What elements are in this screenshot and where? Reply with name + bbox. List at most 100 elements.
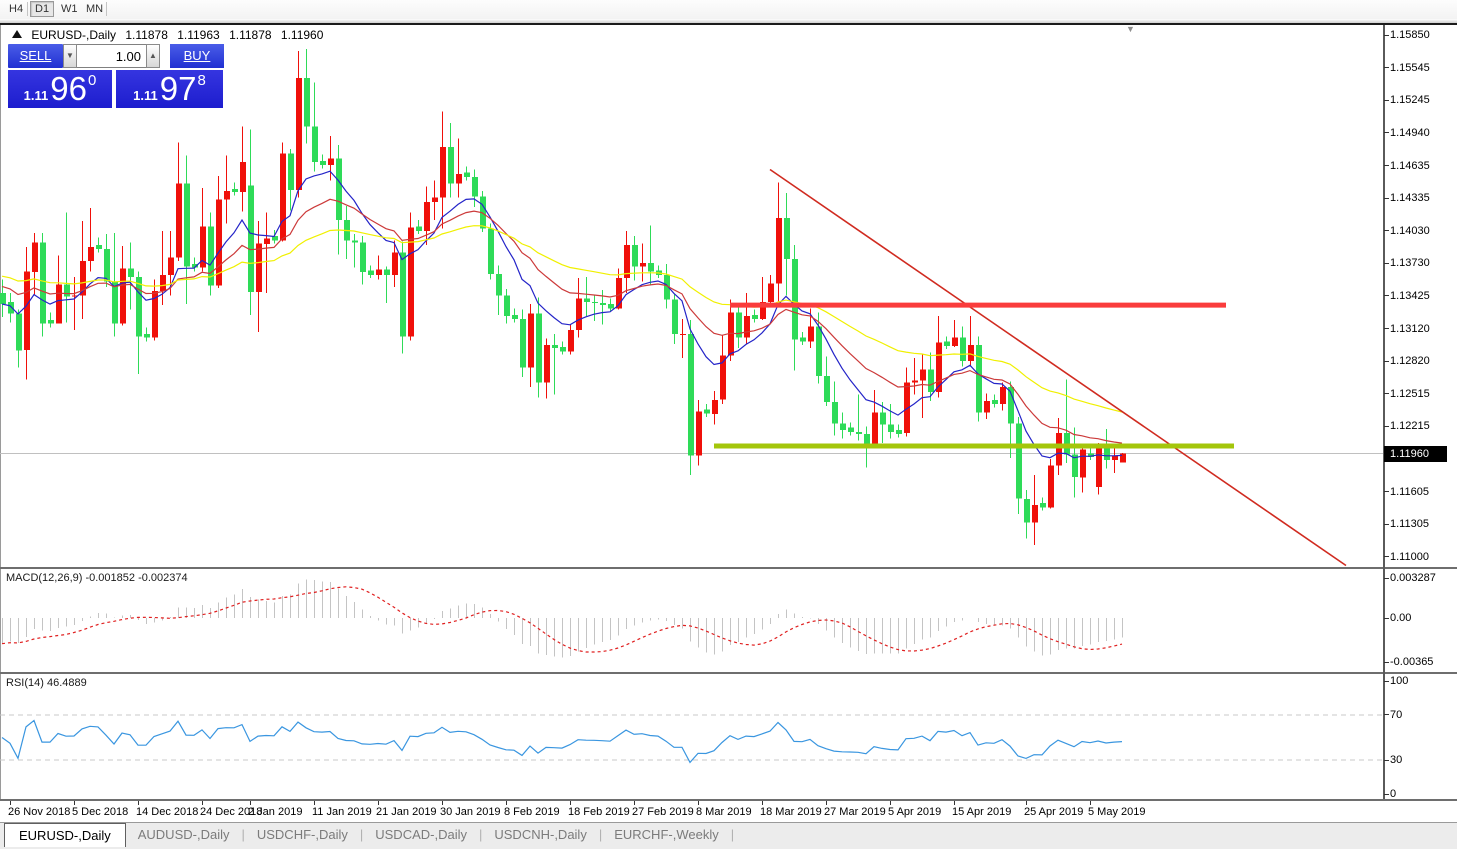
price-axis-label: 1.14940 bbox=[1390, 126, 1430, 139]
price-axis-label-tick bbox=[1384, 491, 1389, 492]
price-axis-label-tick bbox=[1384, 393, 1389, 394]
timeframe-toolbar: H4 D1 W1 MN bbox=[0, 0, 1457, 19]
rsi-panel-separator[interactable] bbox=[0, 672, 1457, 674]
macd-axis-label: -0.00365 bbox=[1390, 656, 1434, 669]
price-axis-label: 1.11000 bbox=[1390, 550, 1429, 563]
volume-increase-button[interactable]: ▲ bbox=[146, 44, 160, 68]
tab-separator: | bbox=[241, 827, 245, 842]
chevron-down-icon: ▼ bbox=[66, 51, 74, 60]
chart-left-border bbox=[0, 25, 1, 799]
date-axis-label: 21 Jan 2019 bbox=[376, 806, 437, 818]
date-axis-tick bbox=[954, 801, 955, 805]
date-axis-label: 2 Jan 2019 bbox=[248, 806, 303, 818]
date-axis-label: 25 Apr 2019 bbox=[1024, 806, 1084, 818]
rsi-axis-label: 30 bbox=[1390, 754, 1403, 767]
chart-tabs-bar: EURUSD-,Daily AUDUSD-,Daily | USDCHF-,Daily… bbox=[0, 822, 1457, 849]
buy-price-display[interactable]: 1.11 97 8 bbox=[116, 70, 223, 108]
chart-tab-audusd-daily[interactable]: AUDUSD-,Daily bbox=[137, 827, 230, 842]
timeframe-button-mn[interactable]: MN bbox=[86, 3, 104, 15]
sell-price-prefix: 1.11 bbox=[23, 88, 49, 103]
macd-axis-label: 0.003287 bbox=[1390, 572, 1436, 585]
sell-price-display[interactable]: 1.11 96 0 bbox=[8, 70, 112, 108]
macd-axis-label-tick bbox=[1384, 662, 1389, 663]
macd-axis-label-tick bbox=[1384, 618, 1389, 619]
date-axis-label: 18 Feb 2019 bbox=[568, 806, 630, 818]
macd-indicator-label: MACD(12,26,9) -0.001852 -0.002374 bbox=[6, 572, 188, 584]
price-axis-label: 1.15245 bbox=[1390, 94, 1430, 107]
price-axis-label-tick bbox=[1384, 67, 1389, 68]
price-axis-label: 1.13120 bbox=[1390, 322, 1430, 335]
date-axis-separator bbox=[0, 799, 1457, 801]
price-axis-label: 1.13730 bbox=[1390, 257, 1430, 270]
date-axis-tick bbox=[202, 801, 203, 805]
rsi-indicator-label: RSI(14) 46.4889 bbox=[6, 677, 87, 689]
tab-separator: | bbox=[598, 827, 603, 842]
tab-separator: | bbox=[478, 827, 483, 842]
date-axis-label: 11 Jan 2019 bbox=[312, 806, 372, 818]
price-axis-label-tick bbox=[1384, 361, 1389, 362]
ohlc-high: 1.11963 bbox=[177, 28, 220, 42]
timeframe-button-w1[interactable]: W1 bbox=[61, 3, 78, 15]
volume-input[interactable] bbox=[77, 44, 146, 68]
price-axis-label: 1.15545 bbox=[1390, 61, 1430, 74]
ohlc-low: 1.11878 bbox=[229, 28, 272, 42]
price-axis-label-tick bbox=[1384, 230, 1389, 231]
window-top-strip bbox=[0, 19, 1457, 23]
price-axis-label-tick bbox=[1384, 132, 1389, 133]
up-triangle-icon bbox=[12, 30, 22, 38]
timeframe-button-h4[interactable]: H4 bbox=[9, 3, 24, 15]
chart-shift-marker-icon[interactable]: ▼ bbox=[1126, 24, 1135, 34]
date-axis-tick bbox=[138, 801, 139, 805]
rsi-axis-label-tick bbox=[1384, 794, 1389, 795]
price-axis-label-tick bbox=[1384, 35, 1389, 36]
date-axis-tick bbox=[250, 801, 251, 805]
price-axis-label: 1.14335 bbox=[1390, 192, 1430, 204]
chart-symbol-label: EURUSD-,Daily bbox=[31, 28, 117, 42]
volume-decrease-button[interactable]: ▼ bbox=[63, 44, 77, 68]
date-axis-tick bbox=[698, 801, 699, 805]
chart-tab-eurusd-daily[interactable]: EURUSD-,Daily bbox=[4, 823, 126, 847]
date-axis-label: 5 Apr 2019 bbox=[888, 806, 942, 818]
chart-tab-usdcad-daily[interactable]: USDCAD-,Daily bbox=[375, 827, 467, 842]
date-axis-label: 30 Jan 2019 bbox=[440, 806, 501, 818]
chart-tab-usdchf-daily[interactable]: USDCHF-,Daily bbox=[256, 827, 348, 842]
chevron-up-icon: ▲ bbox=[149, 51, 157, 60]
chart-tab-usdcnh-daily[interactable]: USDCNH-,Daily bbox=[494, 827, 587, 842]
date-axis-label: 15 Apr 2019 bbox=[952, 806, 1012, 818]
buy-button[interactable]: BUY bbox=[170, 44, 224, 68]
price-axis-label-tick bbox=[1384, 263, 1389, 264]
price-axis-label: 1.14635 bbox=[1390, 159, 1430, 172]
date-axis-label: 27 Mar 2019 bbox=[824, 806, 886, 818]
price-axis-label: 1.13425 bbox=[1390, 289, 1430, 302]
price-axis-label: 1.11305 bbox=[1390, 518, 1429, 531]
date-axis-label: 8 Feb 2019 bbox=[504, 806, 560, 818]
price-axis-label-tick bbox=[1384, 556, 1389, 557]
date-axis-tick bbox=[570, 801, 571, 805]
timeframe-button-d1[interactable]: D1 bbox=[30, 1, 55, 17]
price-axis-label: 1.12820 bbox=[1390, 355, 1430, 368]
date-axis-label: 8 Mar 2019 bbox=[696, 806, 752, 818]
macd-panel-separator[interactable] bbox=[0, 567, 1457, 569]
date-axis-tick bbox=[1090, 801, 1091, 805]
date-axis-tick bbox=[762, 801, 763, 805]
price-axis-label-tick bbox=[1384, 295, 1389, 296]
rsi-axis-label-tick bbox=[1384, 714, 1389, 715]
price-axis-label-tick bbox=[1384, 100, 1389, 101]
chart-tab-eurchf-weekly[interactable]: EURCHF-,Weekly bbox=[614, 827, 719, 842]
sell-button[interactable]: SELL bbox=[8, 44, 63, 68]
buy-price-pip-digit: 8 bbox=[197, 72, 206, 89]
date-axis-label: 14 Dec 2018 bbox=[136, 806, 199, 818]
date-axis-label: 5 May 2019 bbox=[1088, 806, 1146, 818]
buy-price-prefix: 1.11 bbox=[133, 88, 158, 103]
price-axis-label: 1.11605 bbox=[1390, 485, 1429, 498]
price-axis-label: 1.12215 bbox=[1390, 420, 1430, 433]
price-axis-label: 1.14030 bbox=[1390, 224, 1430, 237]
toolbar-separator bbox=[106, 2, 107, 16]
price-axis-label-tick bbox=[1384, 524, 1389, 525]
price-axis-separator bbox=[1383, 25, 1385, 799]
price-axis-label-tick bbox=[1384, 426, 1389, 427]
date-axis-tick bbox=[74, 801, 75, 805]
sell-price-big-digits: 96 bbox=[50, 70, 87, 107]
